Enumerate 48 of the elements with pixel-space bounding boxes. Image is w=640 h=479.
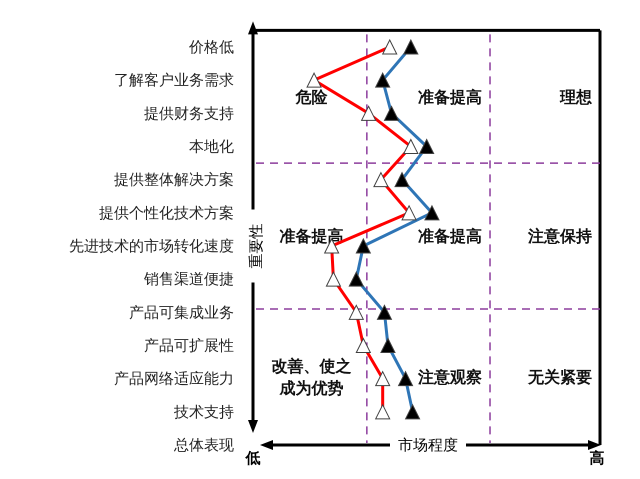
point xyxy=(380,338,396,353)
text: 低 xyxy=(244,449,260,467)
text: 理想 xyxy=(559,87,593,106)
point xyxy=(375,404,390,420)
point xyxy=(405,404,420,420)
point xyxy=(348,304,364,320)
point xyxy=(306,72,322,88)
y-tick-label: 技术支持 xyxy=(173,402,234,421)
annotation: 注意观察 xyxy=(417,368,482,387)
point xyxy=(326,272,341,287)
text: 无关紧要 xyxy=(527,368,592,387)
point xyxy=(356,338,371,353)
point xyxy=(373,172,388,188)
y-tick-label: 先进技术的市场转化速度 xyxy=(69,237,234,255)
point xyxy=(361,106,376,121)
annotation: 危险 xyxy=(294,87,328,106)
y-tick-label: 产品可扩展性 xyxy=(144,336,234,354)
annotation: 改善、使之成为优势 xyxy=(271,356,352,398)
y-tick-label: 价格低 xyxy=(188,38,234,56)
y-tick-label: 销售渠道便捷 xyxy=(143,270,234,288)
y-tick-label: 产品可集成业务 xyxy=(129,303,234,322)
point xyxy=(403,40,418,54)
y-tick-label: 了解客户业务需求 xyxy=(114,71,234,90)
point xyxy=(375,72,390,88)
point xyxy=(398,371,414,386)
annotation: 准备提高 xyxy=(418,226,482,246)
point xyxy=(356,238,371,254)
point xyxy=(402,205,417,220)
point xyxy=(375,371,390,386)
y-tick-label: 本地化 xyxy=(189,138,234,156)
point xyxy=(348,272,364,287)
x-axis-title: 市场程度 xyxy=(398,436,458,454)
text: 注意保持 xyxy=(527,226,592,246)
point xyxy=(419,139,434,154)
point xyxy=(376,304,392,320)
y-tick-label: 提供个性化技术方案 xyxy=(99,204,234,222)
point xyxy=(384,106,399,121)
point xyxy=(394,172,410,188)
point xyxy=(403,139,418,154)
y-tick-label: 提供财务支持 xyxy=(144,104,234,122)
annotation: 准备提高 xyxy=(418,87,482,106)
text: 高 xyxy=(590,449,604,467)
y-tick-label: 提供整体解决方案 xyxy=(114,170,234,189)
point xyxy=(424,205,440,220)
y-tick-label: 总体表现 xyxy=(173,436,234,454)
y-tick-label: 产品网络适应能力 xyxy=(114,370,234,388)
point xyxy=(382,40,398,54)
y-axis-title: 重要性 xyxy=(247,224,265,268)
